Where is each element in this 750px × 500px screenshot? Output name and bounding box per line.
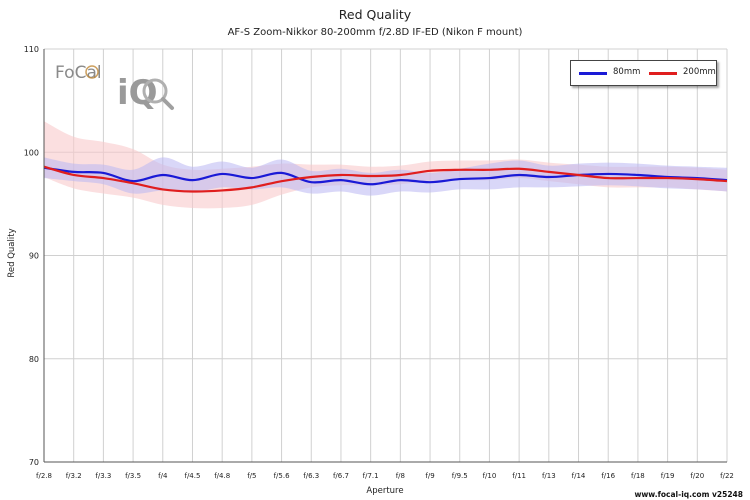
series-line-200mm	[43, 165, 728, 193]
x-tick-label: f/3.3	[95, 472, 111, 480]
x-tick-label: f/9.5	[452, 472, 468, 480]
x-tick-label: f/2.8	[36, 472, 52, 480]
x-tick-label: f/11	[512, 472, 526, 480]
focal-iq-logo: FoCal iQ	[55, 58, 180, 118]
x-tick-label: f/10	[483, 472, 497, 480]
x-tick-label: f/4.8	[214, 472, 230, 480]
series-line-80mm	[43, 166, 728, 186]
x-tick-label: f/3.2	[66, 472, 82, 480]
legend-entry-200mm: 200mm	[649, 67, 716, 79]
legend-swatch-200mm	[649, 72, 677, 75]
x-tick-label: f/6.3	[303, 472, 319, 480]
legend-label-200mm: 200mm	[683, 67, 716, 77]
chart-title: Red Quality	[338, 7, 412, 22]
y-tick-label: 90	[29, 252, 39, 261]
x-tick-label: f/6.7	[333, 472, 349, 480]
x-tick-label: f/7.1	[363, 472, 379, 480]
legend-entry-80mm: 80mm	[579, 67, 641, 79]
x-tick-label: f/22	[720, 472, 734, 480]
x-tick-label: f/4	[158, 472, 168, 480]
legend-swatch-80mm	[579, 72, 607, 75]
x-tick-label: f/5.6	[274, 472, 291, 480]
x-tick-label: f/5	[247, 472, 256, 480]
x-tick-label: f/18	[631, 472, 645, 480]
chart-legend: 80mm 200mm	[570, 60, 717, 86]
x-tick-label: f/16	[601, 472, 615, 480]
y-tick-label: 80	[29, 355, 39, 364]
y-axis-label: Red Quality	[7, 228, 17, 278]
y-tick-label: 100	[24, 148, 39, 157]
x-axis-label: Aperture	[366, 486, 404, 496]
x-tick-label: f/20	[690, 472, 704, 480]
x-tick-label: f/8	[396, 472, 405, 480]
chart-subtitle: AF-S Zoom-Nikkor 80-200mm f/2.8D IF-ED (…	[227, 27, 523, 38]
y-tick-label: 110	[24, 45, 39, 54]
x-tick-label: f/9	[425, 472, 434, 480]
x-tick-label: f/3.5	[125, 472, 141, 480]
y-tick-label: 70	[29, 458, 39, 467]
x-tick-label: f/19	[661, 472, 675, 480]
legend-label-80mm: 80mm	[613, 67, 641, 77]
logo-iq: iQ	[117, 73, 158, 113]
x-tick-label: f/13	[542, 472, 556, 480]
x-tick-label: f/4.5	[184, 472, 200, 480]
x-tick-label: f/14	[572, 472, 586, 480]
footer-credit: www.focal-iq.com v25248	[634, 490, 743, 499]
